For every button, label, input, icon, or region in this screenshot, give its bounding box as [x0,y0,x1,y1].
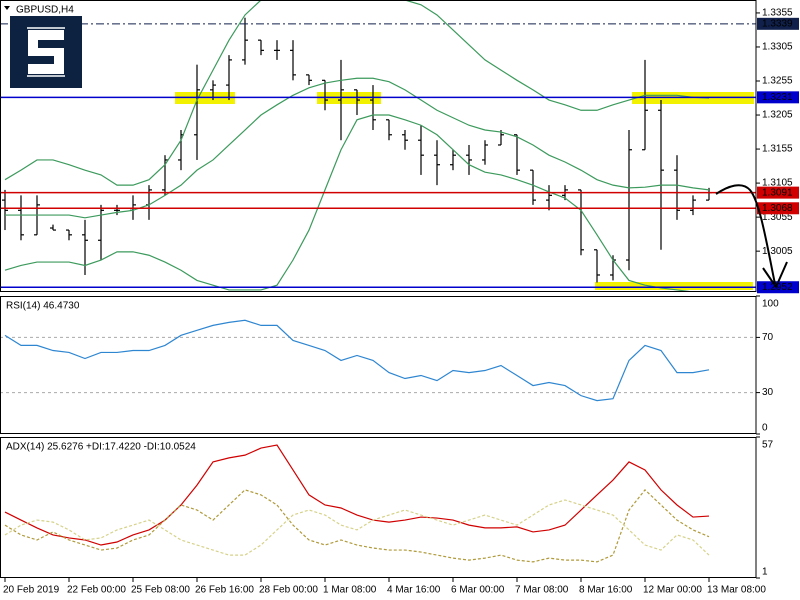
y-tick-label: 0 [762,423,768,434]
y-tick-label: 1.3205 [762,110,793,121]
pane-plot [0,0,756,292]
y-tick-label: 57 [762,440,774,451]
x-tick-label: 25 Feb 08:00 [131,585,190,596]
y-tick-label: 1.3155 [762,144,793,155]
indicator-line [4,488,710,563]
pane-plot [4,444,710,563]
menu-triangle [4,6,10,10]
x-tick-label: 6 Mar 00:00 [451,585,505,596]
y-tick-label: 70 [762,332,774,343]
x-tick-label: 7 Mar 08:00 [515,585,569,596]
level-label: 1.3068 [762,203,793,214]
y-tick-label: 1.3255 [762,76,793,87]
level-label-box [757,17,799,30]
y-tick-label: 1.3005 [762,246,793,257]
y-tick-label: 1.3305 [762,42,793,53]
pane-frame [0,296,757,434]
level-label: 1.3339 [762,18,793,29]
highlight-zone [595,282,753,290]
indicator-line [4,319,710,402]
pane-frame [0,0,757,292]
x-tick-label: 28 Feb 00:00 [259,585,318,596]
level-label: 1.3091 [762,187,793,198]
x-tick-label: 22 Feb 00:00 [67,585,126,596]
x-tick-label: 20 Feb 2019 [3,585,60,596]
indicator-line [4,444,710,546]
x-tick-label: 1 Mar 08:00 [323,585,377,596]
x-tick-label: 4 Mar 16:00 [387,585,441,596]
band-line [4,114,709,292]
indicator-line [4,499,710,556]
level-label: 1.2952 [762,282,793,293]
pane-title: RSI(14) 46.4730 [6,301,80,312]
pane-frame [0,437,757,578]
level-label: 1.3231 [762,92,793,103]
pane-title: GBPUSD,H4 [16,5,74,16]
y-tick-label: 100 [762,299,779,310]
x-tick-label: 12 Mar 00:00 [643,585,702,596]
y-tick-label: 1 [762,567,768,578]
y-tick-label: 30 [762,387,774,398]
level-label-box [757,91,799,104]
pane-plot [0,319,756,402]
band-line [5,77,710,219]
y-tick-label: 1.3055 [762,212,793,223]
x-tick-label: 26 Feb 16:00 [195,585,254,596]
y-tick-label: 1.3355 [762,8,793,19]
band-line [4,0,710,186]
x-tick-label: 13 Mar 08:00 [707,585,766,596]
pane-title: ADX(14) 25.6276 +DI:17.4220 -DI:10.0524 [6,442,196,453]
y-tick-label: 1.3105 [762,178,793,189]
x-tick-label: 8 Mar 16:00 [579,585,633,596]
